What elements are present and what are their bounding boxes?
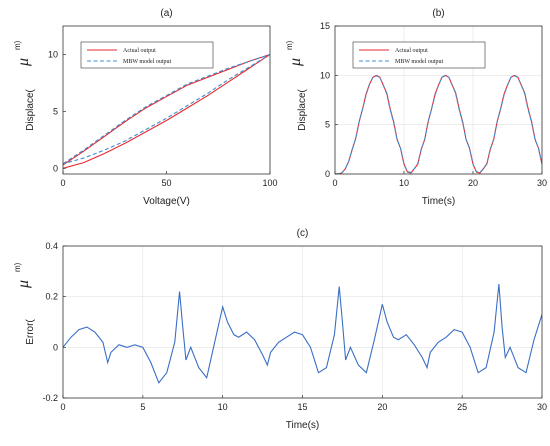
y-axis-label: Error( μ m) [13,262,36,344]
y-axis-unit-suffix: m) [285,40,294,50]
y-axis-label: Displace( μ m) [13,40,36,131]
chart-b: 0 10 20 30 0 5 10 15 (b) Time(s) Displace( μ m) Actua… [285,8,547,207]
chart-title: (a) [160,8,172,19]
y-tick-label: 0.2 [45,292,58,302]
x-tick-label: 50 [161,178,171,188]
y-tick-label: 0.4 [45,241,58,251]
x-tick-label: 10 [218,402,228,412]
x-axis-label: Time(s) [286,420,320,431]
y-tick-label: 10 [320,70,330,80]
y-tick-label: 0 [53,342,58,352]
y-axis-unit-mu: μ [287,58,304,67]
legend-label: MBW model output [123,59,172,65]
legend-label: Actual output [395,48,428,54]
y-axis-label-text: Displace( [25,88,36,130]
legend-label: MBW model output [395,59,444,65]
x-tick-label: 0 [332,178,337,188]
y-axis-unit-suffix: m) [13,40,22,50]
y-tick-label: 0 [325,169,330,179]
y-axis-label-text: Error( [25,319,36,345]
legend-box [352,41,486,69]
chart-title: (b) [432,8,444,19]
y-tick-label: -0.2 [42,393,58,403]
series-line-error [63,283,542,384]
x-axis-label: Time(s) [422,196,456,207]
x-tick-label: 5 [140,402,145,412]
y-tick-label: 0 [53,163,58,173]
x-tick-label: 10 [399,178,409,188]
chart-a: 0 50 100 0 5 10 (a) Voltage(V) Displace( μ m) Actua… [13,8,278,207]
legend: Actual output MBW model output [352,41,486,69]
x-tick-label: 30 [537,178,547,188]
series-line-mbw-model-output [335,75,542,174]
legend-box [80,41,214,69]
y-axis-unit-suffix: m) [13,262,22,272]
y-tick-label: 5 [53,106,58,116]
x-tick-label: 25 [457,402,467,412]
x-tick-label: 20 [377,402,387,412]
x-tick-label: 30 [537,402,547,412]
y-axis-unit-mu: μ [15,58,32,67]
x-tick-label: 0 [60,402,65,412]
y-tick-label: 5 [325,120,330,130]
x-tick-label: 15 [297,402,307,412]
chart-title: (c) [297,228,309,239]
plot-frame [334,25,543,175]
legend-label: Actual output [123,48,156,54]
x-axis-label: Voltage(V) [143,196,190,207]
y-axis-label-text: Displace( [297,88,308,130]
x-tick-label: 20 [468,178,478,188]
x-tick-label: 0 [60,178,65,188]
y-tick-label: 15 [320,21,330,31]
y-axis-unit-mu: μ [15,280,32,289]
chart-c: 0 5 10 15 20 25 30-0.200.20.4(c)Time(s)Error(μ… [13,228,547,431]
y-tick-label: 10 [48,49,58,59]
legend: Actual output MBW model output [80,41,214,69]
series-line-actual-output [63,53,270,169]
y-axis-label: Displace( μ m) [285,40,308,131]
series-line-mbw-model-output [63,53,270,165]
x-tick-label: 100 [262,178,277,188]
